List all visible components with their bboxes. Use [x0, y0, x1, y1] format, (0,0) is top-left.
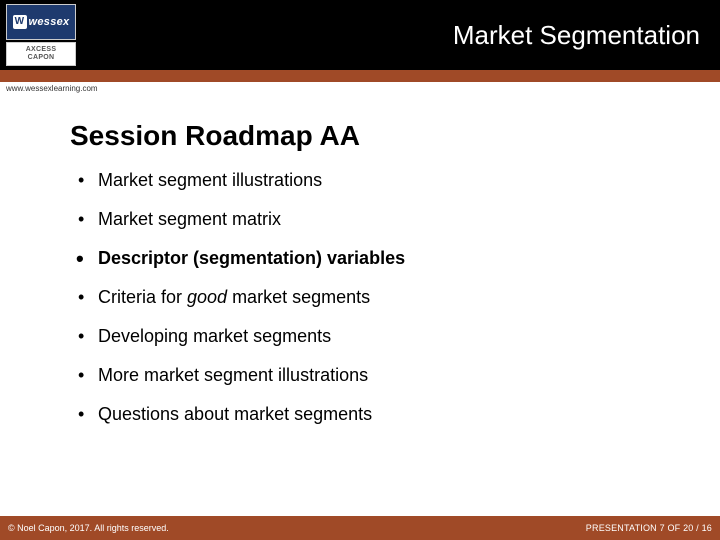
session-title: Session Roadmap AA [70, 120, 650, 152]
bullet-item: More market segment illustrations [98, 365, 650, 386]
bullet-list: Market segment illustrations Market segm… [70, 170, 650, 425]
header-bar: Market Segmentation [0, 0, 720, 70]
bullet-text-post: market segments [227, 287, 370, 307]
axcess-logo-line1: AXCESS [26, 46, 57, 54]
axcess-capon-logo: AXCESS CAPON [6, 42, 76, 66]
footer-page-info: PRESENTATION 7 OF 20 / 16 [586, 523, 712, 533]
site-url: www.wessexlearning.com [6, 84, 98, 93]
bullet-item: Criteria for good market segments [98, 287, 650, 308]
bullet-item: Market segment matrix [98, 209, 650, 230]
slide: Market Segmentation Wwessex AXCESS CAPON… [0, 0, 720, 540]
axcess-logo-line2: CAPON [26, 54, 57, 62]
bullet-item-emphasis: Descriptor (segmentation) variables [98, 248, 650, 269]
content-area: Session Roadmap AA Market segment illust… [70, 120, 650, 443]
wessex-logo: Wwessex [6, 4, 76, 40]
header-accent-bar: Market Segmentation Wwessex AXCESS CAPON [0, 0, 720, 82]
header-title: Market Segmentation [453, 20, 700, 51]
footer-bar: © Noel Capon, 2017. All rights reserved.… [0, 516, 720, 540]
wessex-logo-icon: W [13, 15, 27, 29]
bullet-item: Developing market segments [98, 326, 650, 347]
bullet-item: Market segment illustrations [98, 170, 650, 191]
wessex-logo-text: wessex [29, 16, 70, 28]
bullet-text-italic: good [187, 287, 227, 307]
bullet-item: Questions about market segments [98, 404, 650, 425]
bullet-text-pre: Criteria for [98, 287, 187, 307]
footer-copyright: © Noel Capon, 2017. All rights reserved. [8, 523, 169, 533]
logo-stack: Wwessex AXCESS CAPON [6, 4, 76, 66]
